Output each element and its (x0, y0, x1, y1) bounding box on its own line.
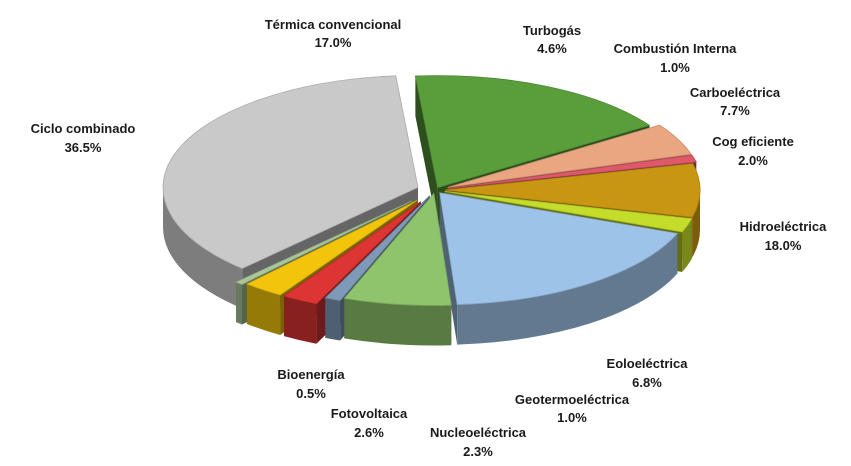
slice-value-label: 7.7% (720, 103, 750, 118)
pie-slice-radial-face (439, 192, 458, 345)
slice-label-cog-eficiente: Cog eficiente 2.0% (712, 134, 794, 168)
slice-value-label: 2.0% (738, 153, 768, 168)
slice-value-label: 0.5% (296, 386, 326, 401)
pie-slice-outer-wall (325, 297, 341, 341)
slice-label-combustion-interna: Combustión Interna 1.0% (614, 41, 738, 75)
slice-label-hidroelectrica: Hidroeléctrica 18.0% (740, 219, 827, 253)
slice-name-label: Fotovoltaica (331, 406, 408, 421)
slice-name-label: Combustión Interna (614, 41, 738, 56)
slice-value-label: 1.0% (557, 410, 587, 425)
slice-label-ciclo-combinado: Ciclo combinado 36.5% (31, 121, 136, 155)
pie-slice-geotermoelectrica (324, 195, 430, 301)
pie-slice-combustion-interna (448, 154, 697, 189)
pie-slice-outer-wall (236, 282, 242, 325)
slice-name-label: Turbogás (523, 23, 581, 38)
slice-label-fotovoltaica: Fotovoltaica 2.6% (331, 406, 408, 440)
pie-slice-outer-wall (457, 233, 678, 345)
slice-label-termica-convencional: Térmica convencional 17.0% (265, 17, 402, 50)
slice-value-label: 18.0% (765, 238, 802, 253)
pie-slice-turbogas (447, 124, 692, 188)
pie-slice-outer-wall (344, 298, 452, 346)
slice-name-label: Bioenergía (277, 367, 345, 382)
pie-slice-bioenergia (235, 200, 413, 285)
pie-slice-carboelectrica (444, 163, 701, 218)
slice-label-geotermoelectrica: Geotermoeléctrica 1.0% (515, 392, 630, 425)
slice-value-label: 4.6% (537, 41, 567, 56)
pie-slice-outer-wall (246, 283, 281, 336)
slice-label-bioenergia: Bioenergía 0.5% (277, 367, 345, 401)
pie-slice-hidroelectrica (439, 192, 679, 305)
slice-name-label: Nucleoeléctrica (430, 425, 527, 440)
slice-name-label: Cog eficiente (712, 134, 794, 149)
slice-name-label: Hidroeléctrica (740, 219, 827, 234)
pie-slice-radial-face (415, 76, 438, 228)
pie-slice-nucleoelectrica (283, 201, 422, 305)
pie-slice-cog-eficiente (444, 190, 693, 233)
slice-value-label: 2.6% (354, 425, 384, 440)
pie-slice-fotovoltaica (245, 200, 418, 296)
slice-label-eoloelectrica: Eoloeléctrica 6.8% (607, 356, 689, 390)
pie-slice-eoloelectrica (343, 192, 452, 306)
pie-slice-outer-wall (692, 190, 700, 258)
slice-name-label: Eoloeléctrica (607, 356, 689, 371)
slice-name-label: Geotermoeléctrica (515, 392, 630, 407)
slice-label-nucleoelectrica: Nucleoeléctrica 2.3% (430, 425, 527, 459)
slice-value-label: 2.3% (463, 444, 493, 459)
slice-label-turbogas: Turbogás 4.6% (523, 23, 581, 56)
pie-slice-outer-wall (283, 296, 317, 344)
pie-slice-ciclo-combinado (162, 75, 419, 269)
slice-label-carboelectrica: Carboeléctrica 7.7% (690, 85, 781, 118)
slice-value-label: 17.0% (315, 35, 352, 50)
pie-slice-outer-wall (682, 218, 692, 272)
pie-slice-termica-convencional (414, 75, 651, 189)
slice-name-label: Ciclo combinado (31, 121, 136, 136)
slice-value-label: 1.0% (660, 60, 690, 75)
slice-name-label: Térmica convencional (265, 17, 402, 32)
slice-name-label: Carboeléctrica (690, 85, 781, 100)
pie-slice-tops (162, 75, 701, 306)
slice-value-label: 36.5% (65, 140, 102, 155)
slice-value-label: 6.8% (632, 375, 662, 390)
